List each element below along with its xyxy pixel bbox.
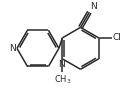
Text: N: N [90, 3, 97, 12]
Text: N: N [9, 44, 16, 53]
Text: CH$_3$: CH$_3$ [54, 73, 71, 86]
Text: N: N [58, 60, 65, 69]
Text: Cl: Cl [113, 33, 122, 42]
